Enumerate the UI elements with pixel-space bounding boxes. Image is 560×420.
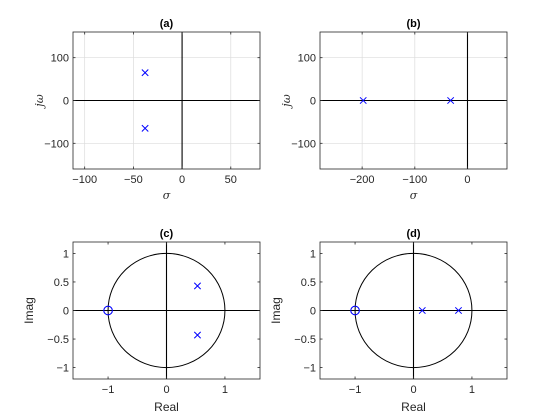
pole-marker [447,96,455,105]
x-tick-label: 0 [410,384,416,396]
x-tick-label: −100 [402,174,427,186]
y-tick-label: 1 [310,248,316,260]
pole-marker [141,124,149,132]
plot-area [73,242,260,379]
zero-marker [103,305,113,316]
pole-marker [454,306,463,315]
y-axis-label: Imag [22,297,36,324]
pole-marker [193,282,202,290]
pole-marker [193,331,202,339]
x-tick-label: −50 [124,174,143,186]
unit-circle [354,252,473,369]
y-tick-label: 1 [63,248,69,260]
pole-marker [141,69,149,77]
y-tick-label: −100 [291,138,316,150]
y-tick-label: −100 [44,138,69,150]
x-tick-label: −100 [72,174,97,186]
y-tick-label: 100 [298,53,316,65]
x-tick-label: 0 [464,174,470,186]
x-axis-label: Real [401,400,426,414]
y-axis-label: jω [280,94,293,109]
y-tick-label: −1 [56,363,69,375]
panel-title: (d) [406,228,420,240]
pole-marker [418,306,426,315]
x-tick-label: 0 [179,174,185,186]
plot-area [73,32,260,169]
pole-marker [359,96,367,105]
panel-title: (b) [406,18,420,30]
y-tick-label: 0 [310,96,316,108]
x-tick-label: 1 [469,384,475,396]
y-tick-label: 0.5 [301,277,316,289]
panel-title: (c) [160,228,174,240]
y-axis-label: Imag [269,297,283,324]
x-axis-label: σ [163,189,171,202]
x-axis-label: Real [154,400,179,414]
panel-b: −200 −100 0 −100 0 100 (b) σ jω [280,18,508,202]
y-tick-label: 100 [51,53,69,65]
x-tick-label: −1 [102,384,115,396]
y-tick-label: −0.5 [47,334,69,346]
panel-d: −1 0 1 −1 −0.5 0 0.5 1 (d) Real Imag [269,228,508,414]
x-tick-label: 0 [163,384,169,396]
x-tick-label: −200 [350,174,375,186]
unit-circle [107,252,226,369]
x-axis-label: σ [410,189,418,202]
y-tick-label: 0 [310,306,316,318]
y-tick-label: 0 [63,306,69,318]
y-tick-label: −0.5 [294,334,316,346]
x-tick-label: −1 [349,384,362,396]
y-tick-label: −1 [303,363,316,375]
y-tick-label: 0.5 [54,277,69,289]
panel-a: −100 −50 0 50 −100 0 100 (a) σ jω [33,18,261,202]
x-tick-label: 50 [225,174,237,186]
x-tick-label: 1 [222,384,228,396]
plot-area [320,32,507,169]
y-tick-label: 0 [63,96,69,108]
zero-marker [350,305,360,316]
y-axis-label: jω [33,94,46,109]
plot-area [320,242,507,379]
panel-title: (a) [160,18,174,30]
panel-c: −1 0 1 −1 −0.5 0 0.5 1 (c) Real Imag [22,228,261,414]
